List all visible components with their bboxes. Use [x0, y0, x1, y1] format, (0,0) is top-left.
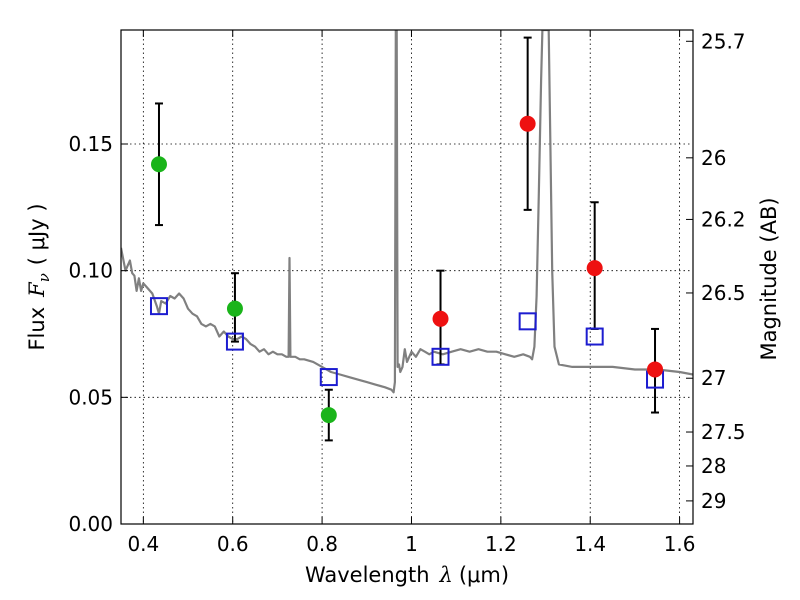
- x-tick-label: 0.6: [217, 532, 249, 556]
- y2-tick-label: 27.5: [701, 420, 746, 444]
- model-square-marker: [518, 312, 537, 331]
- data-markers: [149, 36, 665, 442]
- y-tick-label: 0.15: [68, 132, 113, 156]
- model-square-marker: [431, 347, 450, 366]
- plot-frame: [120, 29, 694, 525]
- x-tick-label: 1.2: [485, 532, 517, 556]
- x-tick-label: 1: [405, 532, 418, 556]
- y2-tick-label: 27: [701, 366, 726, 390]
- photometry-point-marker: [519, 115, 536, 132]
- photometry-point-marker: [226, 300, 243, 317]
- y2-tick-label: 26.5: [701, 281, 746, 305]
- photometry-point-marker: [432, 310, 449, 327]
- y2-axis-title: Magnitude (AB): [757, 197, 781, 360]
- y-tick-label: 0.05: [68, 385, 113, 409]
- y-tick-label: 0.00: [68, 512, 113, 536]
- model-square-marker: [585, 327, 604, 346]
- model-square-marker: [149, 297, 168, 316]
- y2-tick-label: 26.2: [701, 207, 746, 231]
- model-spectrum-line: [121, 30, 693, 394]
- x-tick-label: 0.8: [306, 532, 338, 556]
- y2-tick-label: 26: [701, 146, 726, 170]
- model-square-marker: [319, 368, 338, 387]
- y-tick-label: 0.10: [68, 259, 113, 283]
- y2-tick-label: 25.7: [701, 29, 746, 53]
- photometry-point-marker: [320, 407, 337, 424]
- x-tick-label: 0.4: [127, 532, 159, 556]
- x-tick-label: 1.6: [664, 532, 696, 556]
- axis-ticks: 0.4 0.6 0.8 1 1.2 1.4 1.6 0.00 0.05 0.10 0.15 25.7 2…: [68, 29, 745, 556]
- y2-tick-label: 29: [701, 489, 726, 513]
- x-axis-title: Wavelength λ (μm): [305, 563, 509, 587]
- photometry-point-marker: [647, 361, 664, 378]
- photometry-point-marker: [150, 156, 167, 173]
- grid: [121, 30, 693, 525]
- model-square-marker: [225, 332, 244, 351]
- y-axis-title: FluxFν( μJy ): [25, 203, 53, 350]
- photometry-point-marker: [586, 260, 603, 277]
- x-tick-label: 1.4: [574, 532, 606, 556]
- y2-tick-label: 28: [701, 454, 726, 478]
